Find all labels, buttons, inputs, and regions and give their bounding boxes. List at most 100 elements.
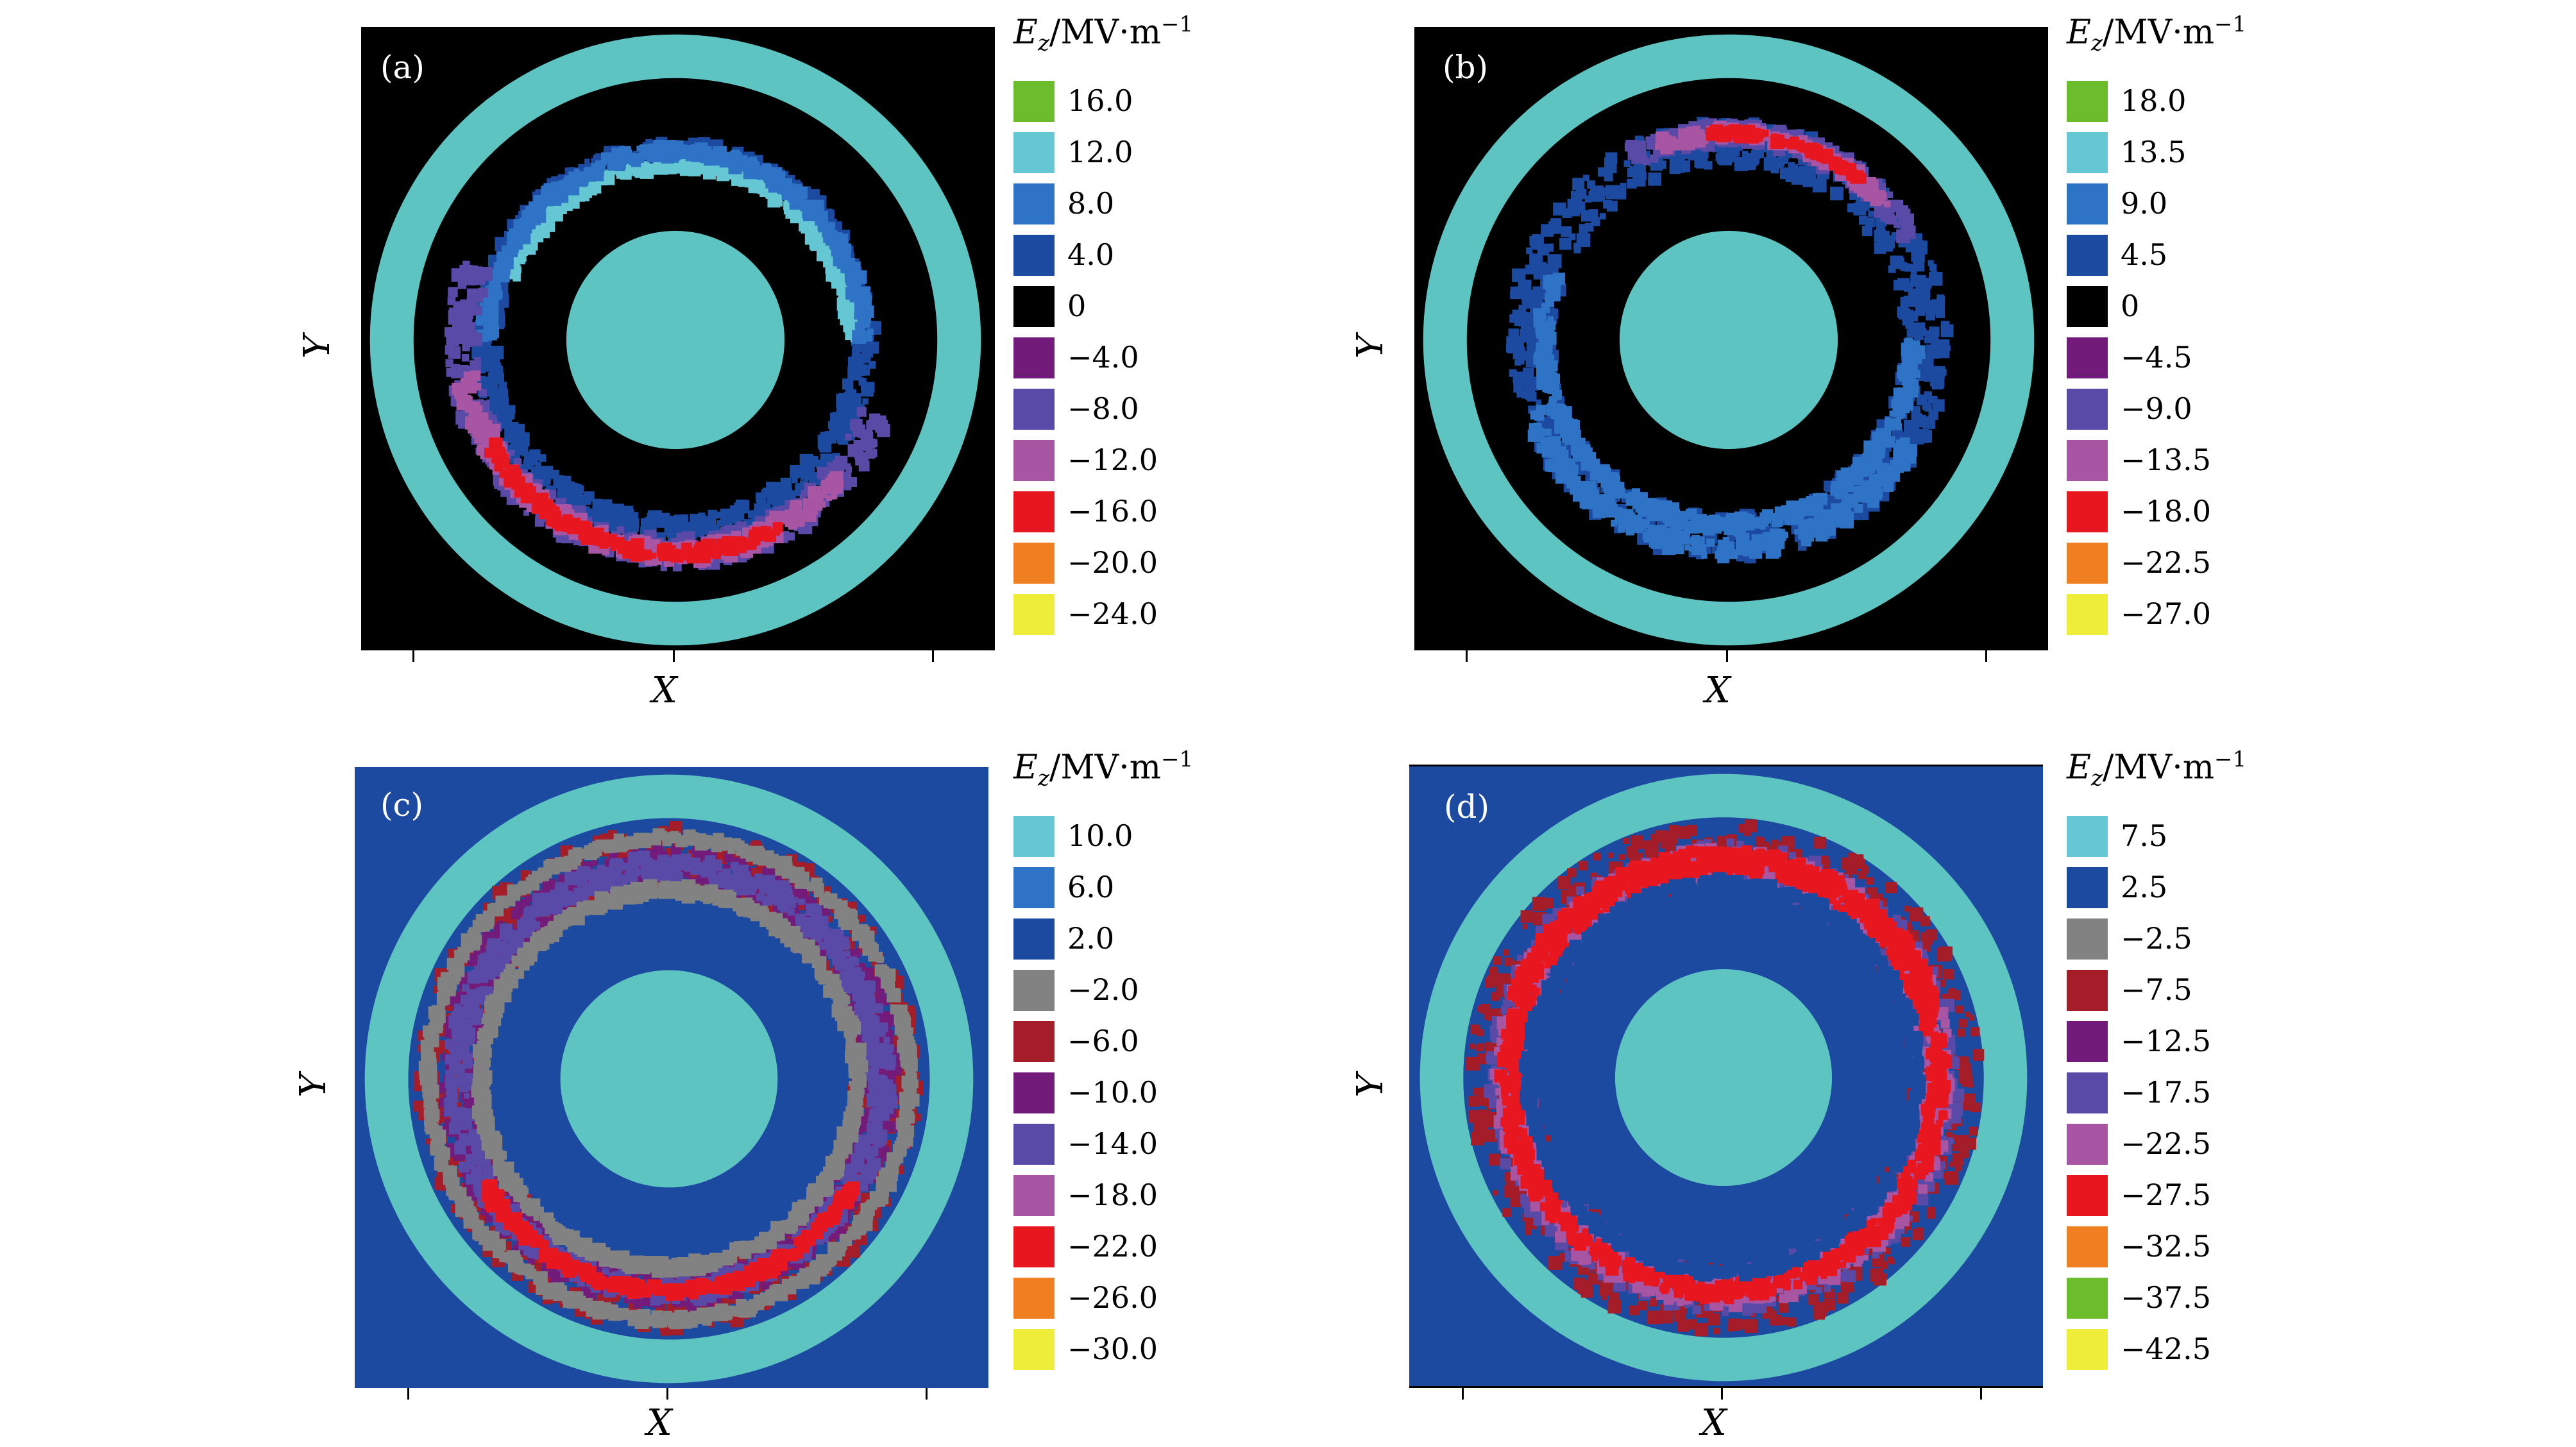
field-cell [1509,314,1518,323]
field-cell [828,455,836,462]
field-cell [1674,143,1680,149]
field-cell [1831,480,1839,489]
field-cell [1664,516,1671,524]
field-cell [863,348,874,358]
field-cell [660,564,668,571]
field-cell [1588,489,1599,500]
field-cell [487,352,494,359]
field-cell [1632,503,1638,509]
field-cell [839,287,845,293]
field-cell [1526,247,1533,254]
field-cell [788,521,797,530]
field-cell [690,514,703,527]
field-cell [1833,488,1842,497]
field-cell [631,512,639,520]
field-cell [1520,282,1528,289]
field-cell [789,505,796,512]
field-cell [815,216,825,226]
field-cell [1669,527,1681,539]
field-cell [1933,368,1945,380]
field-cell [1690,536,1699,544]
field-cell [799,199,806,207]
field-cell [1655,142,1663,150]
field-cell [1868,210,1874,217]
field-cell [1688,546,1695,552]
field-cell [1525,264,1536,275]
field-cell [493,362,502,371]
field-cell [826,232,839,246]
legend-swatch [1013,132,1055,173]
field-cell [855,452,869,466]
field-cell [1529,253,1543,267]
field-cell [813,456,818,462]
legend-value: 4.5 [2121,237,2168,272]
field-cell [1533,243,1541,250]
field-cell [1603,199,1613,209]
field-cell [1633,140,1646,154]
field-cell [1817,504,1824,511]
field-cell [1541,303,1548,309]
field-cell [679,516,689,525]
field-cell [1913,414,1926,428]
field-cell [1512,309,1520,317]
field-cell [1647,502,1656,512]
legend-swatch [2067,491,2108,532]
field-cell [806,464,815,472]
field-cell [413,1100,425,1112]
field-cell [500,398,507,405]
field-cell [760,180,767,187]
field-cell [784,198,790,204]
field-cell [632,169,638,176]
legend-swatch [2067,543,2108,584]
field-cell [508,450,515,456]
field-cell [499,252,511,264]
field-cell [1840,501,1851,512]
field-cell [710,153,716,159]
legend-swatch [1013,81,1055,122]
field-cell [546,1276,553,1283]
field-cell [774,182,779,189]
field-cell [843,324,852,332]
field-cell [525,463,531,470]
field-cell [482,341,489,349]
field-cell [838,292,845,298]
field-cell [1818,511,1832,524]
field-cell [1701,552,1707,559]
field-cell [589,511,602,523]
field-cell [1597,504,1603,510]
field-cell [1569,477,1577,484]
field-cell [834,479,844,489]
legend-value: 4.0 [1067,237,1115,272]
field-cell [872,421,879,429]
field-cell [1602,494,1615,507]
field-cell [535,493,548,506]
field-cell [1858,492,1868,503]
field-cell [841,312,847,317]
field-cell [1628,519,1643,534]
field-cell [731,506,745,520]
field-cell [523,510,530,516]
field-cell [1945,345,1951,351]
field-cell [591,158,597,164]
field-cell [845,299,852,307]
field-cell [1545,358,1552,364]
field-cell [1837,162,1849,174]
field-cell [1897,278,1910,291]
field-cell [426,1138,432,1145]
field-cell [856,407,867,417]
field-cell [1512,268,1526,282]
field-cell [1605,152,1618,165]
field-cell [1554,450,1566,462]
field-cell [752,527,764,538]
field-cell [1842,517,1852,528]
field-cell [766,1302,772,1309]
field-cell [455,330,468,343]
field-cell [586,185,597,196]
field-cell [780,477,792,489]
field-cell [1924,404,1932,412]
heatmap-plot-b: (b) [1414,27,2048,650]
field-cell [1901,367,1913,378]
legend-swatch [2067,440,2108,481]
field-cell [708,516,715,524]
field-cell [1554,274,1563,283]
